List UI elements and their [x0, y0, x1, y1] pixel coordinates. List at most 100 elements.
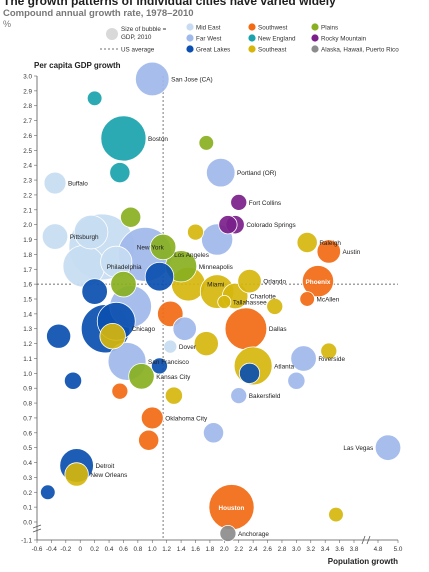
bubble-city	[120, 206, 142, 228]
chart-title: The growth patterns of individual cities…	[3, 0, 336, 8]
y-tick-label: 1.1	[23, 356, 32, 363]
bubbles	[40, 61, 402, 542]
y-tick-label: 2.2	[23, 192, 32, 199]
y-axis-label: Per capita GDP growth	[34, 61, 121, 70]
y-tick-label: 0.9	[23, 386, 32, 393]
x-tick-label: 3.6	[335, 546, 344, 553]
legend-label: Southeast	[258, 46, 287, 53]
bubble-label: Portland (OR)	[237, 170, 276, 177]
bubble-tallahassee	[217, 294, 232, 309]
bubble-bakersfield	[230, 387, 248, 405]
y-tick-label: 2.4	[23, 163, 32, 170]
bubble-city	[110, 270, 137, 298]
bubble-city	[187, 223, 204, 241]
bubble-anchorage	[219, 524, 237, 542]
bubble-label: Charlotte	[250, 294, 276, 301]
bubble-city	[164, 386, 183, 405]
x-tick-label: 2.4	[249, 546, 258, 553]
x-tick-label: 0.6	[119, 546, 128, 553]
bubble-city	[144, 261, 175, 292]
bubble-label: Kansas City	[156, 374, 191, 381]
bubble-label: Boston	[148, 136, 168, 143]
legend-bubble-note: Size of bubble = GDP, 2010	[121, 26, 167, 41]
bubble-label: Phoenix	[306, 279, 331, 286]
bubble-city	[111, 382, 129, 400]
bubble-label: San Jose (CA)	[171, 76, 213, 83]
bubble-fort-collins	[230, 193, 248, 211]
y-tick-label: 2.5	[23, 148, 32, 155]
legend-swatch	[186, 34, 194, 42]
y-tick-label: 1.2	[23, 341, 32, 348]
y-tick-label: 2.7	[23, 118, 32, 125]
legend-swatch	[311, 34, 319, 42]
chart-unit: %	[3, 19, 12, 29]
bubble-raleigh	[296, 231, 318, 254]
x-tick-label: 3.0	[292, 546, 301, 553]
y-tick-label: 2.8	[23, 103, 32, 110]
legend-bubble-size-swatch	[106, 28, 118, 40]
x-tick-label: 3.2	[306, 546, 315, 553]
bubble-label: Austin	[343, 249, 361, 256]
y-tick-label: 0.5	[23, 445, 32, 452]
bubble-label: San Francisco	[148, 359, 189, 366]
x-tick-label: 5.0	[394, 546, 403, 553]
x-tick-label: 1.4	[177, 546, 186, 553]
legend-label: Great Lakes	[196, 46, 230, 53]
x-tick-label: -0.6	[32, 546, 43, 553]
bubble-label: Bakersfield	[249, 393, 281, 400]
bubble-city	[86, 90, 103, 107]
legend-swatch	[186, 23, 194, 31]
bubble-dallas	[224, 307, 268, 351]
legend-swatch	[186, 45, 194, 53]
bubble-label: Orlando	[263, 279, 286, 286]
x-axis-label: Population growth	[328, 557, 398, 566]
x-tick-label: -0.2	[60, 546, 71, 553]
bubble-las-vegas	[374, 434, 402, 461]
legend-label: Rocky Mountain	[321, 35, 367, 42]
x-tick-label: 1.0	[148, 546, 157, 553]
bubble-label: Houston	[219, 505, 245, 512]
bubble-label: Colorado Springs	[246, 222, 295, 229]
x-tick-label: 1.6	[191, 546, 200, 553]
x-tick-label: 0.4	[105, 546, 114, 553]
x-axis-break	[361, 535, 366, 545]
legend-swatch	[248, 34, 256, 42]
bubble-dover	[163, 339, 178, 354]
bubble-label: Dallas	[269, 326, 287, 333]
x-tick-label: -0.4	[46, 546, 57, 553]
y-tick-label: 1.7	[23, 267, 32, 274]
legend-average-note: US average	[121, 47, 155, 54]
legend: Size of bubble = GDP, 2010 US average Mid E…	[100, 23, 399, 54]
bubble-label: Miami	[207, 282, 224, 289]
bubble-oklahoma-city	[140, 406, 164, 430]
legend-swatch	[311, 23, 319, 31]
y-tick-label: 0.1	[23, 505, 32, 512]
y-tick-label: 2.9	[23, 88, 32, 95]
legend-swatch	[248, 23, 256, 31]
x-tick-label: 2.2	[234, 546, 243, 553]
bubble-san-jose-ca	[135, 61, 170, 97]
legend-label: New England	[258, 35, 296, 42]
y-tick-label: 3.0	[23, 74, 32, 81]
y-tick-label: 1.9	[23, 237, 32, 244]
bubble-city	[63, 371, 83, 390]
y-tick-label: 0.4	[23, 460, 32, 467]
bubble-label: Buffalo	[68, 181, 88, 188]
x-tick-label: 3.4	[321, 546, 330, 553]
legend-label: Alaska, Hawaii, Puerto Rico	[321, 46, 399, 53]
bubble-orlando	[237, 268, 262, 294]
bubble-city	[172, 316, 197, 341]
x-tick-label: 0.8	[133, 546, 142, 553]
legend-swatch	[311, 45, 319, 53]
x-tick-label: 0	[78, 546, 82, 553]
bubble-label: New Orleans	[90, 472, 127, 479]
bubble-city	[138, 429, 160, 451]
bubble-city	[149, 233, 177, 261]
bubble-mcallen	[299, 291, 315, 307]
bubble-label: Los Angeles	[174, 252, 209, 259]
y-tick-label: 2.3	[23, 178, 32, 185]
bubble-city	[320, 342, 338, 360]
bubble-austin	[316, 239, 341, 264]
bubble-label: Atlanta	[274, 363, 294, 370]
